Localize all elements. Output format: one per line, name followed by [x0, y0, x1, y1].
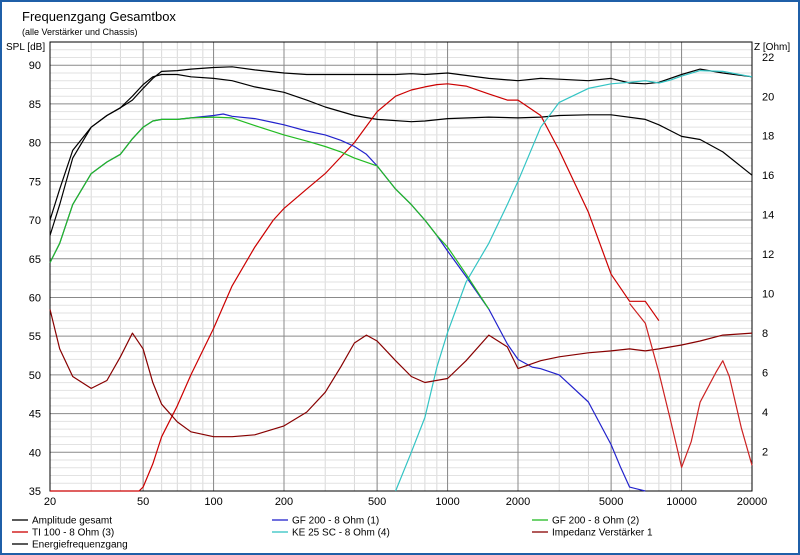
legend-label: KE 25 SC - 8 Ohm (4)	[292, 528, 390, 539]
y2-tick-label: 18	[762, 131, 774, 143]
y2-tick-label: 10	[762, 289, 774, 301]
x-tick-label: 200	[275, 496, 293, 508]
legend-label: Energiefrequenzgang	[32, 540, 128, 551]
y-tick-label: 35	[29, 486, 41, 498]
x-tick-label: 10000	[666, 496, 697, 508]
y-tick-label: 70	[29, 215, 41, 227]
y-tick-label: 40	[29, 447, 41, 459]
x-tick-label: 2000	[506, 496, 530, 508]
x-tick-label: 50	[137, 496, 149, 508]
y2-tick-label: 22	[762, 52, 774, 64]
y-tick-label: 50	[29, 370, 41, 382]
minor-grid	[50, 42, 752, 491]
legend-label: GF 200 - 8 Ohm (2)	[552, 516, 639, 527]
series-line-6	[49, 309, 753, 438]
y2-tick-label: 12	[762, 249, 774, 261]
y2-tick-label: 6	[762, 368, 768, 380]
y2-tick-label: 16	[762, 170, 774, 182]
x-tick-label: 100	[204, 496, 222, 508]
legend: Amplitude gesamt GF 200 - 8 Ohm (1) GF 200…	[12, 516, 653, 551]
series-line-4	[395, 69, 753, 492]
plot-area	[49, 41, 753, 492]
y-tick-label: 65	[29, 254, 41, 266]
y-tick-label: 55	[29, 331, 41, 343]
series-line-2	[49, 66, 753, 221]
y-axis-label: SPL [dB]	[6, 42, 45, 53]
series-line-7	[629, 303, 753, 468]
legend-label: GF 200 - 8 Ohm (1)	[292, 516, 379, 527]
x-tick-label: 20	[44, 496, 56, 508]
chart-subtitle: (alle Verstärker und Chassis)	[22, 27, 138, 37]
y2-tick-label: 8	[762, 328, 768, 340]
y-tick-label: 60	[29, 292, 41, 304]
y2-tick-label: 14	[762, 210, 774, 222]
y2-tick-label: 2	[762, 447, 768, 459]
legend-label: Impedanz Verstärker 1	[552, 528, 653, 539]
y-tick-label: 45	[29, 409, 41, 421]
series-layer	[49, 66, 753, 492]
series-line-0	[49, 73, 753, 236]
x-tick-label: 1000	[435, 496, 459, 508]
legend-label: Amplitude gesamt	[32, 516, 112, 527]
series-line-5	[49, 116, 490, 310]
tick-labels: 20 50 100 200 500 1000 2000 5000 10000 20000 35 40 4…	[29, 52, 775, 508]
y2-axis-label: Z [Ohm]	[754, 42, 790, 53]
chart-title: Frequenzgang Gesamtbox	[22, 9, 176, 24]
y2-tick-label: 4	[762, 407, 768, 419]
y-tick-label: 90	[29, 60, 41, 72]
y2-tick-label: 20	[762, 91, 774, 103]
x-tick-label: 500	[368, 496, 386, 508]
y-tick-label: 75	[29, 176, 41, 188]
x-tick-label: 20000	[737, 496, 768, 508]
series-line-1	[50, 83, 660, 492]
y-tick-label: 85	[29, 99, 41, 111]
y-tick-label: 80	[29, 138, 41, 150]
x-tick-label: 5000	[599, 496, 623, 508]
legend-label: TI 100 - 8 Ohm (3)	[32, 528, 114, 539]
